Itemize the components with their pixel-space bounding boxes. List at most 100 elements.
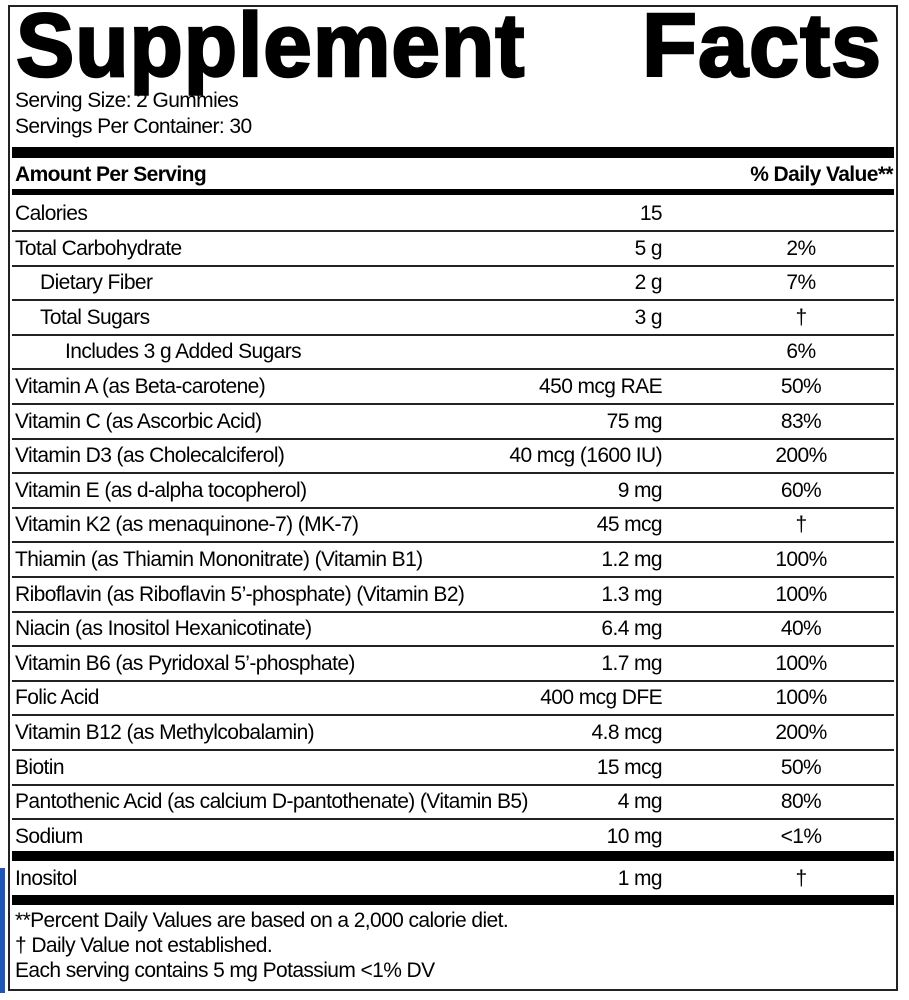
nutrient-name: Vitamin A (as Beta-carotene) (15, 375, 266, 398)
nutrient-amount: 75 mg (606, 409, 663, 433)
nutrient-daily-value: 7% (786, 271, 816, 295)
title-supplement: Supplement (15, 0, 526, 96)
row-divider (12, 541, 894, 544)
row-divider (12, 714, 894, 717)
row-divider (12, 610, 894, 613)
footnote-potassium: Each serving contains 5 mg Potassium <1%… (15, 959, 435, 982)
nutrient-row: Sodium 10 mg <1% (10, 820, 896, 854)
nutrient-daily-value: 100% (775, 686, 827, 710)
nutrient-name: Dietary Fiber (40, 271, 153, 295)
nutrient-daily-value: † (795, 513, 807, 537)
row-divider (12, 749, 894, 751)
thick-divider (12, 895, 894, 905)
nutrient-name: Sodium (15, 824, 83, 848)
nutrient-name: Biotin (15, 755, 65, 779)
nutrient-row: Inositol 1 mg † (10, 862, 896, 896)
row-divider (12, 783, 894, 786)
background-edge (0, 868, 5, 993)
row-divider (12, 506, 894, 509)
row-divider (12, 472, 894, 475)
daily-value-header: % Daily Value** (750, 163, 893, 186)
nutrient-daily-value: 100% (775, 582, 827, 606)
row-divider (12, 368, 894, 371)
nutrient-amount: 4 mg (617, 790, 663, 814)
nutrient-daily-value: 200% (775, 444, 827, 468)
thick-divider (12, 189, 894, 195)
thick-divider (12, 147, 894, 158)
nutrient-row: Pantothenic Acid (as calcium D-pantothen… (10, 785, 896, 819)
nutrient-amount: 4.8 mcg (591, 721, 663, 744)
nutrient-name: Riboflavin (as Riboflavin 5’-phosphate) … (15, 582, 465, 606)
nutrient-row: Includes 3 g Added Sugars 6% (10, 335, 896, 369)
row-divider (12, 576, 894, 578)
nutrient-name: Total Sugars (40, 305, 150, 329)
nutrient-amount: 1 mg (617, 867, 663, 890)
row-divider (12, 299, 894, 302)
nutrient-daily-value: <1% (780, 824, 822, 848)
thick-divider (12, 851, 894, 861)
nutrient-name: Vitamin K2 (as menaquinone-7) (MK-7) (15, 513, 359, 537)
amount-per-serving-header: Amount Per Serving (15, 163, 207, 186)
row-divider (12, 264, 894, 267)
footnote-daily-values: **Percent Daily Values are based on a 2,… (15, 909, 509, 932)
nutrient-daily-value: 6% (786, 340, 816, 364)
nutrient-amount: 6.4 mg (601, 617, 662, 641)
nutrient-daily-value: 200% (775, 721, 827, 744)
title-facts: Facts (641, 0, 883, 96)
nutrient-amount: 10 mg (606, 824, 663, 848)
row-divider (12, 230, 894, 232)
nutrient-name: Vitamin E (as d-alpha tocopherol) (15, 478, 307, 502)
row-divider (12, 437, 894, 440)
nutrient-amount: 1.2 mg (601, 548, 662, 571)
nutrient-name: Calories (15, 202, 88, 225)
nutrient-name: Vitamin B6 (as Pyridoxal 5’-phosphate) (15, 651, 355, 675)
nutrient-name: Niacin (as Inositol Hexanicotinate) (15, 617, 312, 641)
nutrient-row: Vitamin E (as d-alpha tocopherol) 9 mg 60% (10, 474, 896, 508)
nutrient-daily-value: 50% (780, 755, 822, 779)
nutrient-amount: 450 mcg RAE (539, 375, 663, 398)
row-divider (12, 333, 894, 336)
nutrient-row: Vitamin D3 (as Cholecalciferol) 40 mcg (1… (10, 439, 896, 473)
nutrient-amount: 1.7 mg (601, 651, 662, 675)
nutrient-daily-value: 60% (780, 478, 822, 502)
nutrient-row: Vitamin A (as Beta-carotene) 450 mcg RAE 5… (10, 370, 896, 404)
nutrient-name: Vitamin D3 (as Cholecalciferol) (15, 444, 285, 468)
supplement-facts-panel: Supplement Facts Serving Size: 2 Gummies… (8, 0, 898, 991)
footnote-dagger: † Daily Value not established. (15, 934, 273, 957)
nutrient-name: Vitamin B12 (as Methylcobalamin) (15, 721, 315, 744)
nutrient-name: Total Carbohydrate (15, 236, 182, 260)
nutrient-name: Vitamin C (as Ascorbic Acid) (15, 409, 262, 433)
nutrient-name: Thiamin (as Thiamin Mononitrate) (Vitami… (15, 548, 423, 571)
nutrient-amount: 15 mcg (596, 755, 663, 779)
nutrient-row: Vitamin K2 (as menaquinone-7) (MK-7) 45 m… (10, 508, 896, 542)
nutrient-row: Folic Acid 400 mcg DFE 100% (10, 681, 896, 715)
row-divider (12, 645, 894, 648)
row-divider (12, 679, 894, 682)
nutrient-amount: 15 (639, 202, 663, 225)
nutrient-row: Vitamin B12 (as Methylcobalamin) 4.8 mcg 2… (10, 716, 896, 750)
nutrient-name: Inositol (15, 867, 77, 890)
nutrient-daily-value: 50% (780, 375, 822, 398)
row-divider (12, 403, 894, 405)
nutrient-row: Biotin 15 mcg 50% (10, 751, 896, 785)
nutrient-amount: 400 mcg DFE (540, 686, 662, 710)
nutrient-amount: 3 g (634, 305, 663, 329)
nutrient-name: Pantothenic Acid (as calcium D-pantothen… (15, 790, 528, 814)
nutrient-name: Includes 3 g Added Sugars (65, 340, 302, 364)
nutrient-row: Dietary Fiber 2 g 7% (10, 266, 896, 300)
nutrient-daily-value: 2% (786, 236, 816, 260)
nutrient-amount: 45 mcg (596, 513, 663, 537)
nutrient-daily-value: 40% (780, 617, 822, 641)
nutrient-amount: 9 mg (617, 478, 663, 502)
nutrient-daily-value: 83% (780, 409, 822, 433)
nutrient-row: Total Sugars 3 g † (10, 301, 896, 335)
nutrient-daily-value: 100% (775, 548, 827, 571)
nutrient-amount: 2 g (634, 271, 663, 295)
nutrient-amount: 1.3 mg (601, 582, 662, 606)
nutrient-row: Total Carbohydrate 5 g 2% (10, 232, 896, 266)
nutrient-row: Calories 15 (10, 197, 896, 231)
nutrient-amount: 40 mcg (1600 IU) (509, 444, 662, 468)
servings-per-container: Servings Per Container: 30 (15, 115, 252, 138)
nutrient-row: Riboflavin (as Riboflavin 5’-phosphate) … (10, 578, 896, 612)
nutrient-row: Vitamin C (as Ascorbic Acid) 75 mg 83% (10, 405, 896, 439)
